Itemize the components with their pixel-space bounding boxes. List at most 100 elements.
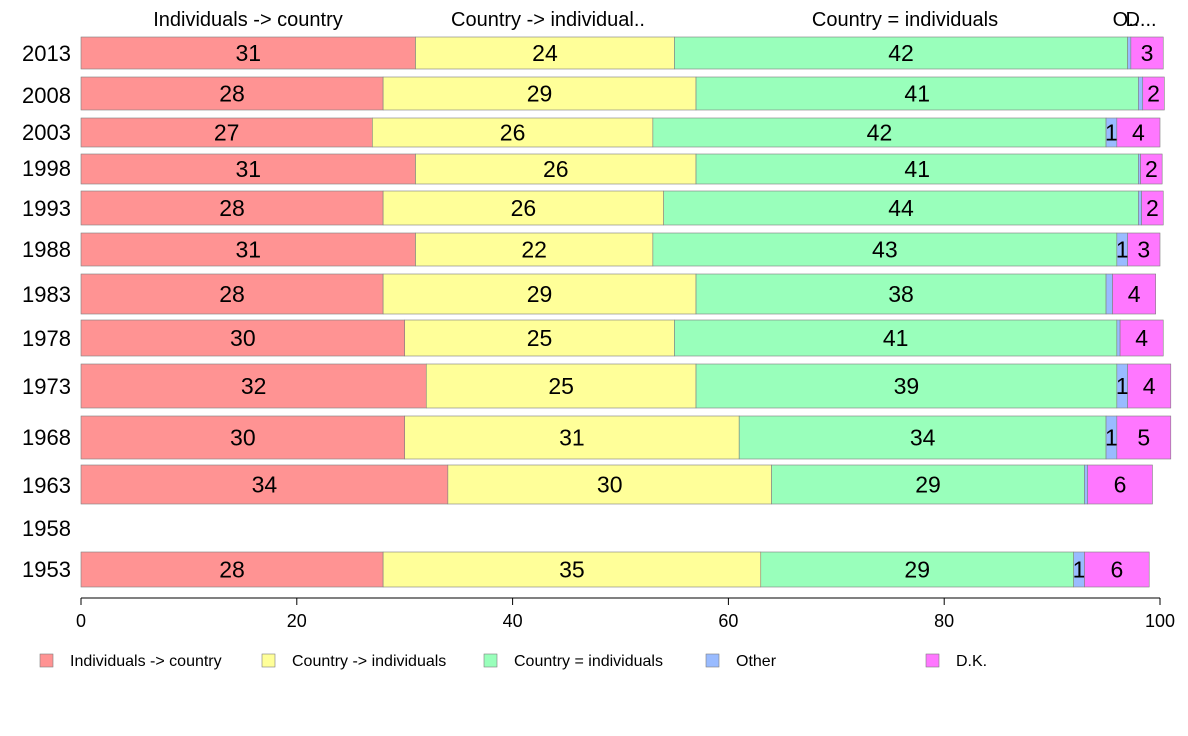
data-label-1983-1: 29 — [527, 281, 553, 307]
data-label-1953-0: 28 — [219, 557, 245, 583]
y-tick-label-1953: 1953 — [22, 557, 71, 582]
y-tick-label-1993: 1993 — [22, 196, 71, 221]
legend-label-2: Country = individuals — [514, 653, 663, 670]
x-tick-label-5: 100 — [1145, 611, 1175, 631]
bar-1988-2 — [652, 232, 1118, 267]
bar-1978-3 — [1116, 319, 1121, 357]
data-label-2013-0: 31 — [235, 40, 261, 66]
data-label-2003-2: 42 — [867, 120, 893, 146]
bar-1983-4 — [1112, 273, 1156, 315]
data-label-1968-2: 34 — [910, 425, 936, 451]
bar-1973-2 — [695, 363, 1118, 409]
data-label-1968-1: 31 — [559, 425, 585, 451]
bar-2013-3 — [1127, 36, 1132, 70]
data-label-2013-1: 24 — [532, 40, 558, 66]
legend: Individuals -> country Country -> individ… — [39, 653, 987, 670]
data-label-1983-2: 38 — [888, 281, 914, 307]
data-label-1993-1: 26 — [511, 195, 537, 221]
bar-1983-0 — [80, 273, 384, 315]
y-tick-label-1958: 1958 — [22, 516, 71, 541]
data-label-1998-4: 2 — [1145, 156, 1158, 182]
legend-swatch-2 — [483, 653, 498, 668]
y-tick-label-2013: 2013 — [22, 41, 71, 66]
data-label-1968-3: 1 — [1105, 425, 1118, 451]
column-header-0: Individuals -> country — [153, 9, 343, 31]
column-header-3: O.. — [1113, 9, 1140, 31]
data-label-2008-4: 2 — [1147, 81, 1160, 107]
y-tick-label-2003: 2003 — [22, 120, 71, 145]
data-label-1968-0: 30 — [230, 425, 256, 451]
data-label-2013-4: 3 — [1141, 40, 1154, 66]
x-tick-label-4: 80 — [934, 611, 954, 631]
legend-label-3: Other — [736, 653, 777, 670]
y-tick-label-1998: 1998 — [22, 156, 71, 181]
bar-1993-3 — [1138, 190, 1142, 226]
bar-2003-0 — [80, 117, 373, 148]
data-label-1998-0: 31 — [235, 156, 261, 182]
bar-2008-3 — [1138, 76, 1144, 111]
data-label-2003-3: 1 — [1105, 120, 1118, 146]
bar-1993-2 — [663, 190, 1139, 226]
legend-label-0: Individuals -> country — [70, 653, 222, 670]
data-label-1973-2: 39 — [894, 373, 920, 399]
legend-swatch-1 — [261, 653, 276, 668]
bar-1998-2 — [695, 153, 1139, 185]
column-header-4: D... — [1125, 9, 1156, 31]
data-label-1953-1: 35 — [559, 557, 585, 583]
data-label-1953-4: 6 — [1110, 557, 1123, 583]
legend-swatch-3 — [705, 653, 720, 668]
data-label-2008-0: 28 — [219, 81, 245, 107]
data-label-1993-0: 28 — [219, 195, 245, 221]
bar-1983-2 — [695, 273, 1107, 315]
data-label-2003-0: 27 — [214, 120, 240, 146]
data-label-1973-0: 32 — [241, 373, 267, 399]
data-label-1963-2: 29 — [915, 472, 941, 498]
data-label-1963-1: 30 — [597, 472, 623, 498]
data-label-1978-1: 25 — [527, 325, 553, 351]
bar-1973-4 — [1127, 363, 1172, 409]
bar-1983-1 — [382, 273, 697, 315]
bar-1988-0 — [80, 232, 416, 267]
data-label-2003-1: 26 — [500, 120, 526, 146]
y-tick-label-1988: 1988 — [22, 237, 71, 262]
bar-1973-1 — [425, 363, 697, 409]
bar-1988-1 — [415, 232, 654, 267]
bar-1978-1 — [404, 319, 675, 357]
bar-1953-0 — [80, 551, 384, 588]
bar-2013-4 — [1130, 36, 1164, 70]
bar-1968-0 — [80, 415, 406, 460]
bar-1998-3 — [1138, 153, 1141, 185]
legend-swatch-4 — [925, 653, 940, 668]
data-label-1983-0: 28 — [219, 281, 245, 307]
bar-2003-2 — [652, 117, 1107, 148]
bar-1968-1 — [404, 415, 740, 460]
y-tick-label-2008: 2008 — [22, 83, 71, 108]
bar-1993-0 — [80, 190, 384, 226]
data-label-1963-0: 34 — [252, 472, 278, 498]
data-label-1988-2: 43 — [872, 237, 898, 263]
data-label-1968-4: 5 — [1137, 425, 1150, 451]
x-tick-label-0: 0 — [76, 611, 86, 631]
data-label-1988-1: 22 — [521, 237, 547, 263]
y-axis: 2013 2008 2003 1998 1993 1988 1983 1978 1973 1968… — [22, 41, 71, 582]
data-label-1963-4: 6 — [1114, 472, 1127, 498]
bar-1953-4 — [1084, 551, 1150, 588]
bar-1963-0 — [80, 464, 449, 505]
bar-2003-1 — [372, 117, 654, 148]
data-label-1953-2: 29 — [904, 557, 930, 583]
bar-2008-0 — [80, 76, 384, 111]
column-headers: Individuals -> country Country -> individ… — [153, 9, 1156, 31]
data-label-1953-3: 1 — [1073, 557, 1086, 583]
data-label-2003-4: 4 — [1132, 120, 1145, 146]
x-tick-label-2: 40 — [503, 611, 523, 631]
bar-1963-3 — [1084, 464, 1089, 505]
bar-1983-3 — [1105, 273, 1113, 315]
data-label-2013-2: 42 — [888, 40, 914, 66]
bar-1953-2 — [760, 551, 1074, 588]
y-tick-label-1968: 1968 — [22, 425, 71, 450]
bar-1993-1 — [382, 190, 664, 226]
data-label-2008-1: 29 — [527, 81, 553, 107]
bar-1998-4 — [1140, 153, 1163, 185]
y-tick-label-1978: 1978 — [22, 326, 71, 351]
bar-1978-0 — [80, 319, 406, 357]
